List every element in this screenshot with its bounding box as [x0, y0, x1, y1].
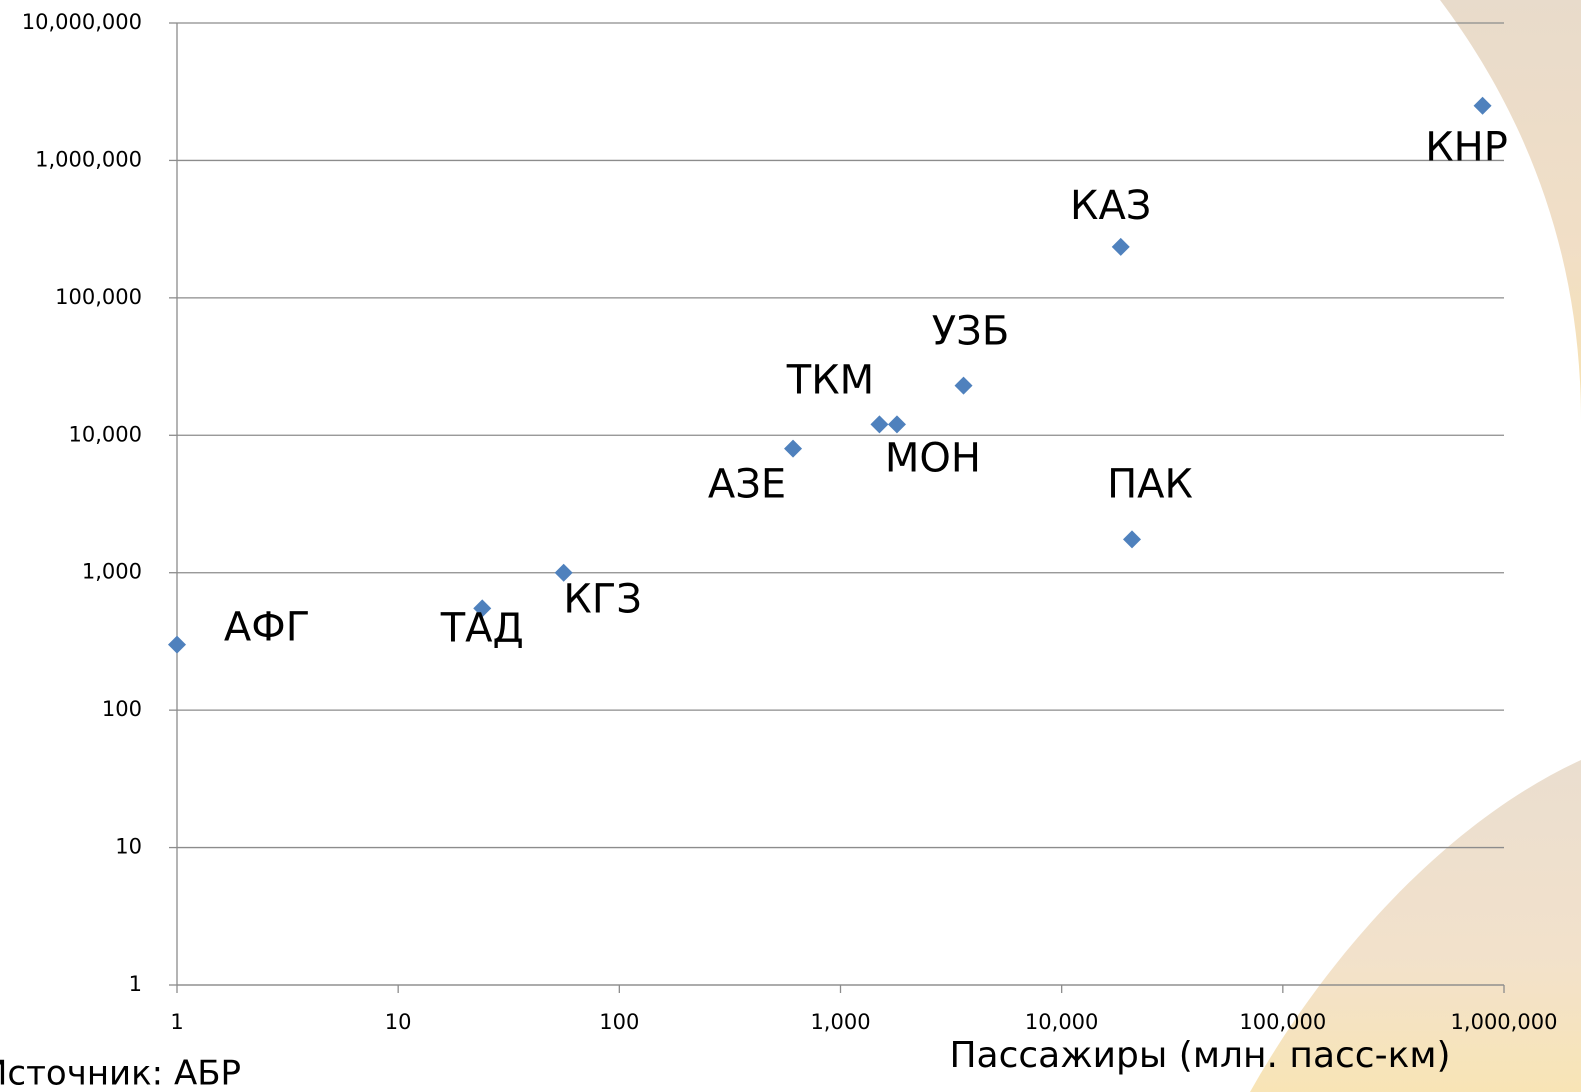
x-tick-label: 100,000 [1239, 1010, 1326, 1034]
point-label: АЗЕ [708, 462, 786, 508]
data-point [784, 440, 802, 458]
x-tick-label: 1,000,000 [1451, 1010, 1558, 1034]
point-label: ТКМ [786, 357, 874, 403]
y-tick-label: 10 [115, 835, 142, 859]
point-label: КНР [1425, 125, 1508, 171]
data-point [870, 415, 888, 433]
x-axis-title: Пассажиры (млн. пасс-км) [949, 1035, 1450, 1076]
chart: Пассажиры (млн. пасс-км) Источник: АБР 1… [0, 0, 1581, 1092]
background-decoration [1440, 0, 1581, 420]
y-tick-label: 10,000 [69, 422, 142, 446]
x-tick-label: 1,000 [810, 1010, 870, 1034]
point-label: АФГ [224, 605, 310, 651]
y-tick-label: 1,000,000 [35, 147, 142, 171]
page: {"chart_data": {"type": "scatter", "x_la… [0, 0, 1581, 1092]
data-point [168, 636, 186, 654]
point-label: ТАД [440, 605, 524, 651]
point-label: МОН [885, 435, 981, 481]
data-point [1123, 530, 1141, 548]
data-point [1474, 97, 1492, 115]
y-tick-label: 1,000 [82, 560, 142, 584]
source-note: Источник: АБР [0, 1054, 241, 1092]
point-label: ПАК [1107, 461, 1193, 507]
x-tick-label: 100 [599, 1010, 639, 1034]
point-label: УЗБ [932, 309, 1009, 355]
point-label: КАЗ [1070, 183, 1151, 229]
y-tick-label: 10,000,000 [22, 10, 142, 34]
x-tick-label: 1 [170, 1010, 183, 1034]
y-tick-label: 100 [102, 697, 142, 721]
y-tick-label: 100,000 [55, 285, 142, 309]
data-point [888, 415, 906, 433]
y-tick-label: 1 [129, 972, 142, 996]
x-tick-label: 10,000 [1025, 1010, 1098, 1034]
point-label: КГЗ [563, 577, 641, 623]
x-tick-label: 10 [385, 1010, 412, 1034]
data-point [955, 377, 973, 395]
data-point [1112, 238, 1130, 256]
